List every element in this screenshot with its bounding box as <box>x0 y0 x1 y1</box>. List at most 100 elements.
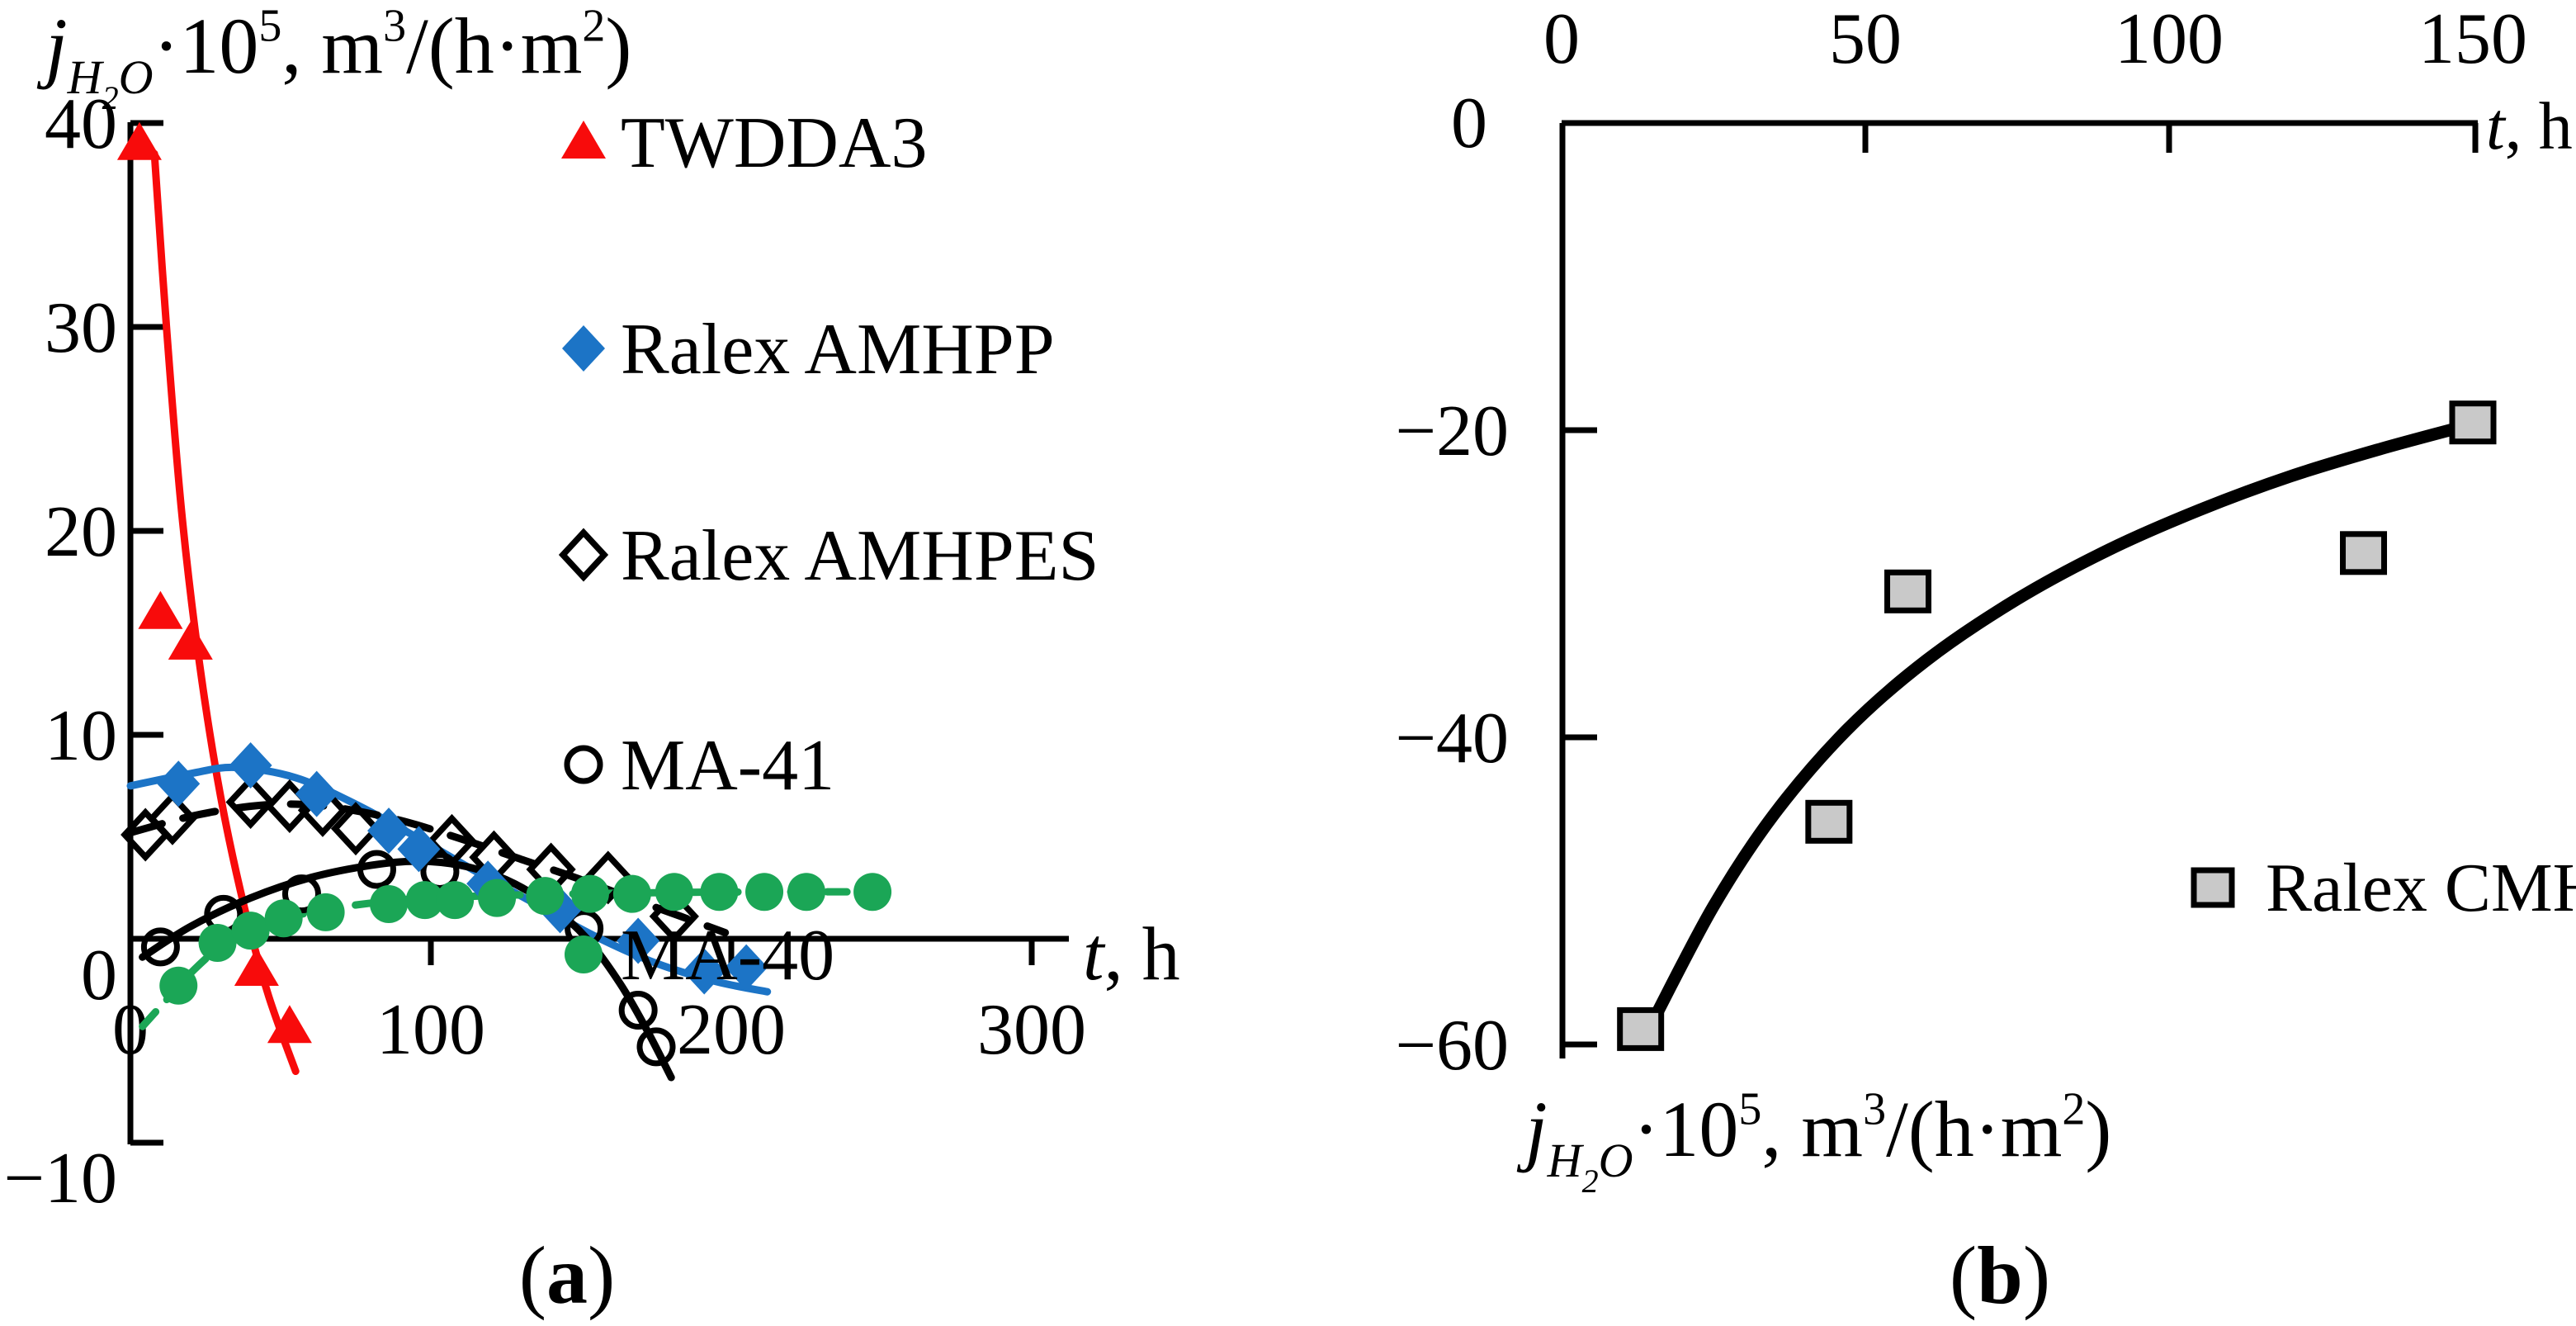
legend-item-MA-41: MA-41 <box>564 726 834 806</box>
x-tick-label: 50 <box>1829 0 1902 79</box>
x-tick-label: 100 <box>2115 0 2224 79</box>
data-point-open-circle <box>357 850 396 889</box>
data-point-circle <box>655 873 693 912</box>
series-TWDDA3 <box>116 121 312 1044</box>
axes-panel-b <box>1559 120 2479 1058</box>
legend-item-Ralex AMHPES: Ralex AMHPES <box>558 516 1099 596</box>
trend-MA-41 <box>139 857 675 1082</box>
data-point-diamond <box>229 742 272 789</box>
axes-panel-a <box>127 120 1069 1146</box>
legend-marker-square <box>2191 867 2235 908</box>
legend-label: Ralex CMHPES <box>2266 850 2576 926</box>
data-point-circle <box>612 874 651 913</box>
data-point-circle <box>159 966 198 1005</box>
data-point-circle <box>436 881 475 920</box>
data-point-triangle <box>234 948 279 987</box>
x-tick-label: 150 <box>2418 0 2527 79</box>
y-tick-label: −10 <box>3 1139 117 1219</box>
data-point-triangle <box>267 1005 312 1044</box>
y-tick-label: −40 <box>1395 699 1509 779</box>
series-MA-41 <box>140 850 676 1067</box>
data-point-diamond <box>562 325 605 372</box>
y-tick-label: 40 <box>45 84 117 164</box>
legend-label: Ralex AMHPP <box>621 310 1055 390</box>
trend-Ralex AMHPES <box>126 800 730 937</box>
data-point-circle <box>787 873 825 912</box>
x-axis-title: t, h <box>2486 88 2573 163</box>
y-tick-label: 0 <box>1451 83 1487 163</box>
data-point-open-circle <box>618 990 658 1030</box>
x-tick-label: 300 <box>977 990 1086 1070</box>
data-point-circle <box>478 878 517 917</box>
x-axis-title: t, h <box>1083 912 1180 996</box>
data-point-open-circle <box>420 851 460 891</box>
legend-label: MA-41 <box>621 726 834 806</box>
legend-item-Ralex AMHPP: Ralex AMHPP <box>562 310 1055 390</box>
legend-label: TWDDA3 <box>621 103 927 183</box>
data-point-circle <box>405 881 444 920</box>
data-point-open-circle <box>636 1027 676 1067</box>
data-point-open-diamond <box>330 802 381 856</box>
data-point-circle <box>570 874 609 913</box>
data-point-open-diamond <box>147 791 198 845</box>
data-point-open-circle <box>140 927 180 967</box>
legend-label: Ralex AMHPES <box>621 516 1099 596</box>
data-point-circle <box>745 873 784 912</box>
legend-item-TWDDA3: TWDDA3 <box>561 103 927 183</box>
y-tick-label: 30 <box>45 288 117 368</box>
legend-item-MA-40: MA-40 <box>565 916 834 996</box>
y-tick-label: 0 <box>81 935 117 1016</box>
y-axis-title: jH2O·105, m3/(h·m2) <box>1516 1084 2111 1201</box>
chart-panel-b: 0 50 100 150 0 −20 −40 −60 t, h jH2O·105, m3/(h·m… <box>1395 0 2576 1321</box>
legend-item-Ralex CMHPES: Ralex CMHPES <box>2191 850 2576 926</box>
y-tick-label: −20 <box>1395 391 1509 471</box>
data-point-open-diamond <box>225 774 276 830</box>
data-point-square <box>2449 400 2497 445</box>
data-point-circle <box>565 935 603 973</box>
data-point-diamond <box>725 944 768 991</box>
data-point-diamond <box>683 948 726 995</box>
data-point-circle <box>526 877 565 916</box>
data-point-triangle <box>561 121 606 159</box>
data-point-circle <box>853 873 892 912</box>
data-point-open-diamond <box>583 850 633 905</box>
data-point-circle <box>264 899 303 938</box>
data-point-triangle <box>168 621 213 660</box>
data-point-square <box>1617 1006 1665 1051</box>
axis-labels-panel-b: 0 50 100 150 0 −20 −40 −60 t, h jH2O·105, m3/(h·m… <box>1395 0 2572 1200</box>
data-point-open-circle <box>281 874 321 914</box>
trend-Ralex CMHPES <box>1646 418 2479 1028</box>
data-point-circle <box>198 923 237 962</box>
data-point-diamond <box>157 760 201 807</box>
data-point-open-circle <box>564 745 603 784</box>
legend-panel-b: Ralex CMHPES <box>2191 850 2576 926</box>
legend-panel-a: TWDDA3 Ralex AMHPP Ralex AMHPES MA-41 MA-40 <box>558 103 1099 996</box>
x-tick-label: 0 <box>1543 0 1580 79</box>
series-Ralex CMHPES <box>1617 400 2497 1051</box>
legend-label: MA-40 <box>621 916 834 996</box>
data-point-triangle <box>138 590 183 629</box>
x-tick-label: 200 <box>677 990 786 1070</box>
data-point-square <box>1805 799 1853 844</box>
data-point-open-diamond <box>558 528 609 582</box>
y-tick-label: −60 <box>1395 1006 1509 1086</box>
series-Ralex AMHPP <box>157 742 768 995</box>
data-point-circle <box>231 912 270 950</box>
data-point-diamond <box>367 807 411 855</box>
data-point-triangle <box>116 121 162 160</box>
data-point-diamond <box>617 917 660 964</box>
data-point-circle <box>700 873 739 912</box>
data-point-square <box>1884 569 1932 613</box>
data-point-circle <box>306 893 345 931</box>
x-tick-label: 100 <box>376 990 485 1070</box>
series-MA-40 <box>159 873 892 1005</box>
y-axis-title: jH2O·105, m3/(h·m2) <box>36 1 631 117</box>
y-tick-label: 20 <box>45 492 117 572</box>
data-point-square <box>2340 531 2388 575</box>
data-point-diamond <box>295 770 338 817</box>
y-tick-label: 10 <box>45 696 117 776</box>
caption-a: (a) <box>519 1229 616 1321</box>
